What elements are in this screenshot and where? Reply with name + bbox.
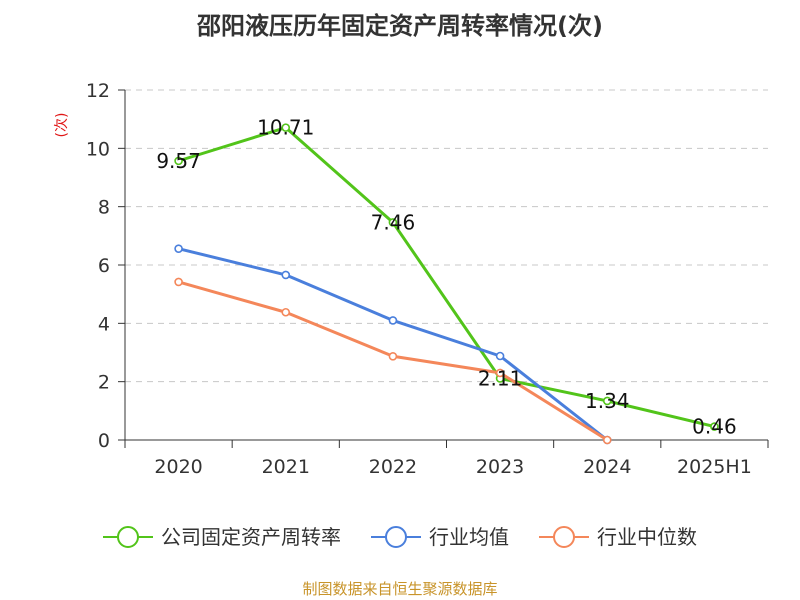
series-line xyxy=(178,247,609,442)
legend-item: 行业均值 xyxy=(371,525,509,549)
data-label: 2.11 xyxy=(478,366,523,390)
series-2 xyxy=(174,277,612,445)
grid-lines xyxy=(125,89,768,383)
legend-label: 行业均值 xyxy=(429,525,509,549)
y-axis-label: (次) xyxy=(54,113,70,138)
legend-marker xyxy=(385,526,407,548)
x-tick-label: 2020 xyxy=(154,456,202,478)
data-labels: 9.57 10.71 7.46 2.11 1.34 0.46 xyxy=(156,116,736,439)
series-line xyxy=(178,126,715,429)
y-tick-label: 0 xyxy=(98,430,110,452)
legend-marker xyxy=(553,526,575,548)
data-point xyxy=(710,422,719,431)
data-point xyxy=(174,244,183,253)
series-0 xyxy=(174,123,719,431)
x-tick-label: 2023 xyxy=(476,456,524,478)
data-label: 1.34 xyxy=(585,389,630,413)
legend-label: 公司固定资产周转率 xyxy=(161,525,341,549)
data-point xyxy=(602,396,612,406)
data-label: 7.46 xyxy=(371,210,416,234)
chart-title: 邵阳液压历年固定资产周转率情况(次) xyxy=(196,12,603,40)
data-point xyxy=(174,156,183,166)
legend-marker xyxy=(117,526,139,548)
y-tick-label: 6 xyxy=(98,255,110,277)
series-1 xyxy=(174,244,612,445)
data-point xyxy=(388,316,398,325)
series-line xyxy=(178,280,609,442)
data-point xyxy=(388,351,398,361)
data-label: 9.57 xyxy=(156,149,201,173)
y-tick-label: 8 xyxy=(98,197,110,219)
series-lines xyxy=(174,123,719,445)
legend-item: 公司固定资产周转率 xyxy=(103,525,341,549)
legend: 公司固定资产周转率 行业均值 行业中位数 xyxy=(103,525,697,549)
x-tick-label: 2024 xyxy=(583,456,631,478)
data-point xyxy=(602,435,612,445)
x-tick-label: 2022 xyxy=(369,456,417,478)
y-tick-label: 4 xyxy=(98,313,110,335)
x-tick-label: 2021 xyxy=(262,456,310,478)
data-label: 0.46 xyxy=(692,415,737,439)
axes: 0 2 4 6 8 10 12 2020 2021 2022 2023 2024 2025H1 xyxy=(86,80,769,478)
y-tick-label: 12 xyxy=(86,80,110,102)
data-label: 10.71 xyxy=(257,116,314,140)
legend-label: 行业中位数 xyxy=(597,525,697,549)
data-point xyxy=(281,307,291,317)
data-point xyxy=(281,270,291,280)
y-tick-label: 2 xyxy=(98,372,110,394)
data-point xyxy=(174,277,183,287)
data-point xyxy=(388,218,398,227)
legend-item: 行业中位数 xyxy=(539,525,697,549)
source-note: 制图数据来自恒生聚源数据库 xyxy=(302,580,497,598)
x-tick-label: 2025H1 xyxy=(677,456,752,478)
data-point xyxy=(495,351,505,361)
data-point xyxy=(495,368,505,378)
data-point xyxy=(281,123,291,132)
y-tick-label: 10 xyxy=(86,138,110,160)
